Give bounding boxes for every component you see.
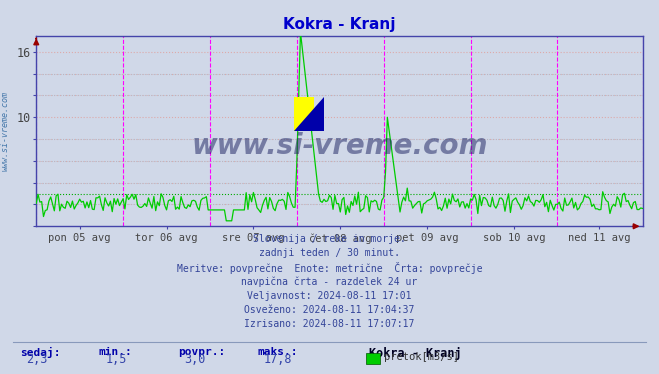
Text: sedaj:: sedaj: (20, 347, 60, 358)
Text: 1,5: 1,5 (105, 353, 127, 366)
Text: Slovenija / reke in morje.: Slovenija / reke in morje. (253, 234, 406, 244)
Text: Meritve: povprečne  Enote: metrične  Črta: povprečje: Meritve: povprečne Enote: metrične Črta:… (177, 262, 482, 274)
Text: 3,0: 3,0 (185, 353, 206, 366)
Polygon shape (294, 96, 324, 131)
Text: zadnji teden / 30 minut.: zadnji teden / 30 minut. (259, 248, 400, 258)
Text: www.si-vreme.com: www.si-vreme.com (191, 132, 488, 160)
Text: 2,3: 2,3 (26, 353, 47, 366)
Text: www.si-vreme.com: www.si-vreme.com (1, 91, 10, 171)
Text: navpična črta - razdelek 24 ur: navpična črta - razdelek 24 ur (241, 276, 418, 287)
Text: min.:: min.: (99, 347, 132, 357)
Text: povpr.:: povpr.: (178, 347, 225, 357)
Bar (294, 96, 314, 131)
Text: Kokra - Kranj: Kokra - Kranj (369, 347, 462, 360)
Text: maks.:: maks.: (257, 347, 297, 357)
Text: Veljavnost: 2024-08-11 17:01: Veljavnost: 2024-08-11 17:01 (247, 291, 412, 301)
Bar (314, 114, 324, 131)
Text: Izrisano: 2024-08-11 17:07:17: Izrisano: 2024-08-11 17:07:17 (244, 319, 415, 329)
Text: pretok[m3/s]: pretok[m3/s] (384, 352, 459, 362)
Text: 17,8: 17,8 (264, 353, 292, 366)
Text: Osveženo: 2024-08-11 17:04:37: Osveženo: 2024-08-11 17:04:37 (244, 305, 415, 315)
Title: Kokra - Kranj: Kokra - Kranj (283, 16, 395, 31)
